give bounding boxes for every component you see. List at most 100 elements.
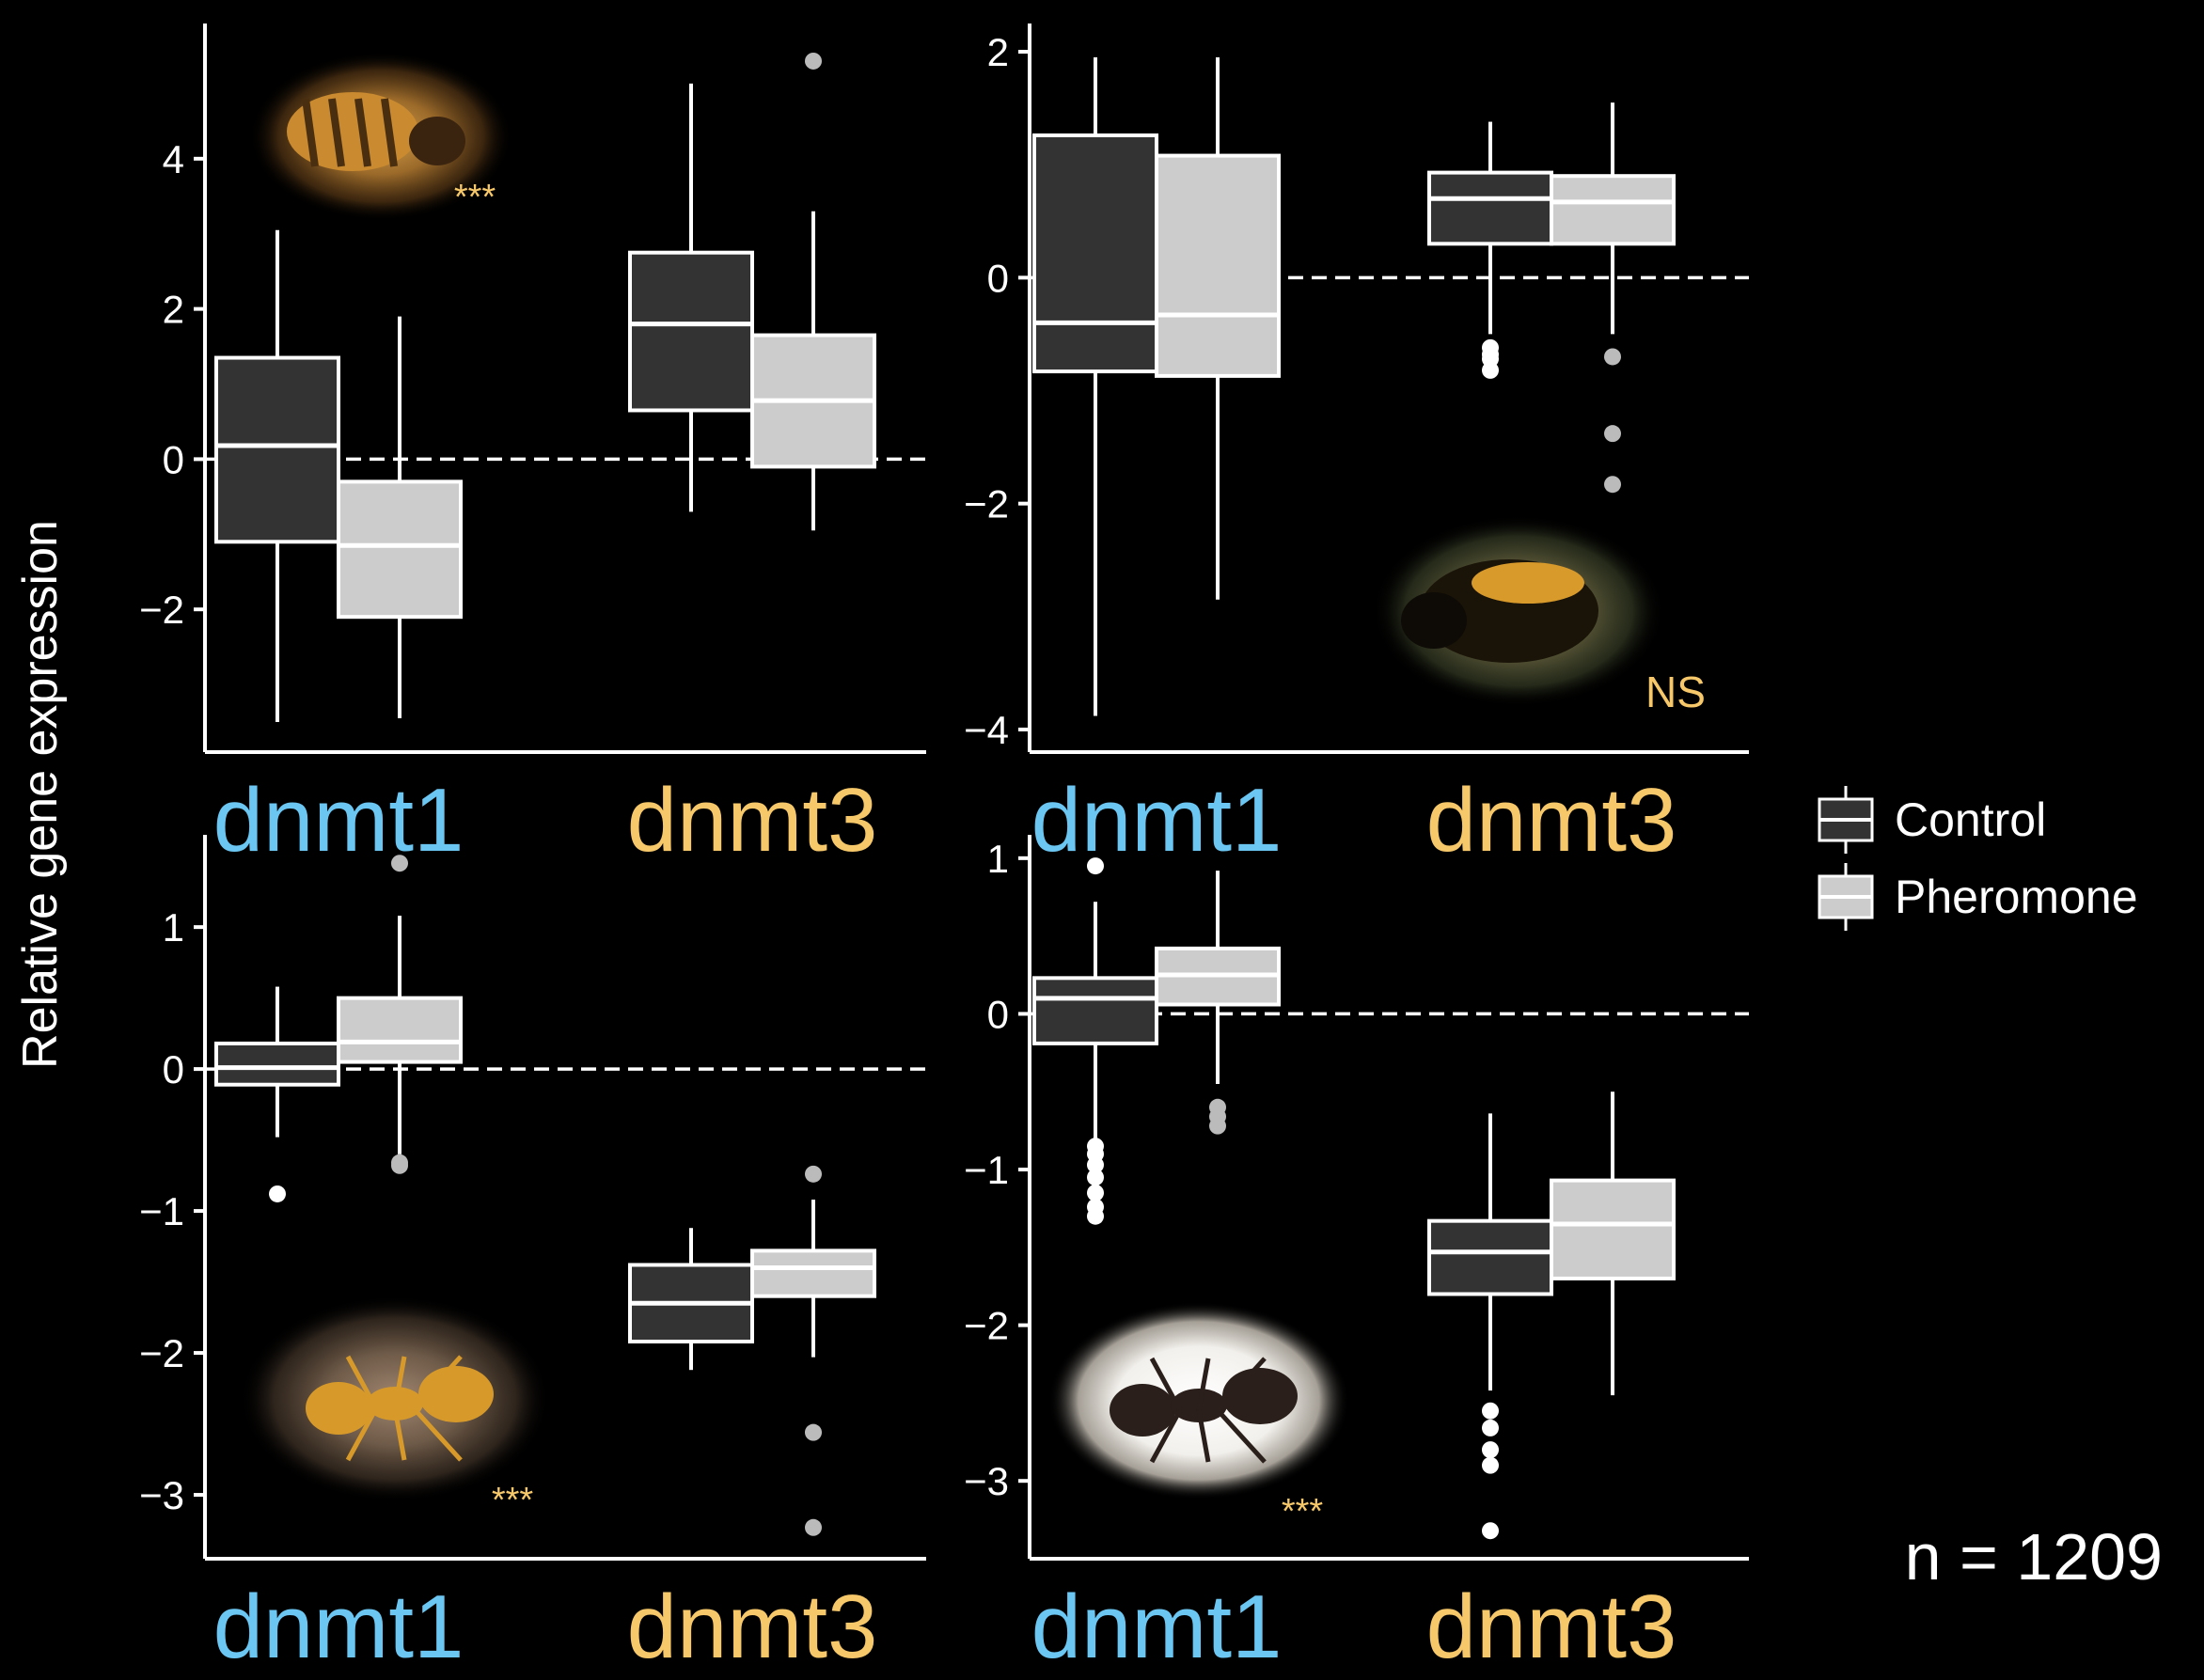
outlier-point bbox=[1482, 361, 1499, 379]
x-category-label-dnmt3: dnmt3 bbox=[1426, 1577, 1677, 1675]
box-dnmt3-pheromone bbox=[1550, 1091, 1676, 1396]
box-iqr bbox=[214, 355, 340, 544]
outlier-point bbox=[805, 1423, 822, 1441]
box-iqr bbox=[337, 996, 463, 1064]
y-tick-label: 0 bbox=[163, 1047, 184, 1091]
legend-key-pheromone: Pheromone bbox=[1818, 863, 2138, 931]
fire-ant-photo: *** bbox=[240, 1295, 550, 1520]
y-tick-label: 2 bbox=[163, 288, 184, 332]
box-iqr bbox=[1032, 133, 1158, 374]
x-category-label-dnmt1: dnmt1 bbox=[1031, 1577, 1283, 1675]
legend-key-control: Control bbox=[1818, 786, 2046, 854]
box-iqr bbox=[1155, 153, 1281, 378]
bee-stripe bbox=[302, 98, 319, 167]
box-dnmt1-pheromone bbox=[337, 316, 463, 719]
ant-leg bbox=[1196, 1409, 1211, 1463]
honeybee-photo: *** bbox=[249, 52, 512, 221]
panel-bumblebee: −4 −2 0 2 dnmt1 dnmt3 bbox=[964, 24, 1749, 871]
ant-leg bbox=[392, 1356, 407, 1409]
ant-head bbox=[306, 1382, 371, 1435]
outlier-point bbox=[1482, 1456, 1499, 1474]
ant-leg bbox=[1149, 1357, 1183, 1412]
box-dnmt3-control bbox=[628, 83, 754, 512]
black-ant-photo: *** bbox=[1048, 1302, 1349, 1531]
outlier-point bbox=[269, 1185, 286, 1202]
y-tick-label: 2 bbox=[987, 30, 1009, 74]
outlier-point bbox=[805, 1518, 822, 1536]
panel-black-ant: −3 −2 −1 0 1 dnmt1 dnmt3 bbox=[964, 835, 1749, 1677]
x-category-label-dnmt1: dnmt1 bbox=[1031, 770, 1283, 871]
y-tick-label: −1 bbox=[964, 1148, 1009, 1192]
ant-leg bbox=[345, 1406, 379, 1462]
box-dnmt1-pheromone bbox=[1155, 57, 1281, 600]
bumblebee-band bbox=[1472, 562, 1584, 604]
panel-fire-ant: −3 −2 −1 0 1 dnmt1 dnmt3 bbox=[139, 835, 926, 1677]
significance-label: *** bbox=[492, 1481, 534, 1520]
box-dnmt1-control bbox=[214, 229, 340, 723]
y-tick-label: −2 bbox=[964, 1304, 1009, 1348]
ant-leg bbox=[1216, 1357, 1267, 1412]
y-tick-label: −3 bbox=[964, 1459, 1009, 1503]
x-category-label-dnmt3: dnmt3 bbox=[1426, 770, 1677, 871]
outlier-point bbox=[1482, 1419, 1499, 1437]
ant-leg bbox=[1196, 1358, 1211, 1411]
y-tick-label: −4 bbox=[964, 708, 1009, 752]
significance-label: *** bbox=[1282, 1492, 1324, 1531]
outlier-point bbox=[1087, 857, 1104, 875]
ant-leg bbox=[412, 1355, 463, 1410]
box-dnmt3-pheromone bbox=[750, 52, 876, 531]
outlier-point bbox=[1604, 348, 1621, 366]
bee-stripe bbox=[328, 98, 345, 167]
y-tick-label: 1 bbox=[163, 905, 184, 950]
x-category-label-dnmt1: dnmt1 bbox=[213, 770, 464, 871]
box-iqr bbox=[1550, 1178, 1676, 1280]
ant-leg bbox=[1149, 1408, 1183, 1464]
box-iqr bbox=[1427, 1218, 1553, 1296]
outlier-point bbox=[1087, 1156, 1104, 1174]
y-tick-label: −3 bbox=[139, 1473, 184, 1517]
y-tick-label: 0 bbox=[987, 256, 1009, 300]
y-tick-label: 0 bbox=[163, 437, 184, 481]
outlier-point bbox=[1604, 425, 1621, 443]
y-tick-label: 0 bbox=[987, 992, 1009, 1036]
legend-label-control: Control bbox=[1895, 793, 2046, 846]
y-tick-label: 4 bbox=[163, 137, 184, 181]
ant-leg bbox=[345, 1355, 379, 1410]
ant-head bbox=[1110, 1384, 1175, 1437]
box-iqr bbox=[337, 479, 463, 620]
box-iqr bbox=[1550, 174, 1676, 246]
outlier-point bbox=[391, 855, 408, 872]
box-dnmt3-control bbox=[628, 1228, 754, 1371]
significance-label: NS bbox=[1645, 667, 1706, 716]
x-category-label-dnmt3: dnmt3 bbox=[627, 1577, 878, 1675]
legend-label-pheromone: Pheromone bbox=[1895, 871, 2138, 923]
ant-leg bbox=[412, 1406, 463, 1462]
x-category-label-dnmt1: dnmt1 bbox=[213, 1577, 464, 1675]
box-dnmt1-control bbox=[214, 986, 340, 1202]
y-tick-label: −2 bbox=[139, 588, 184, 632]
box-dnmt3-pheromone bbox=[1550, 102, 1676, 494]
outlier-point bbox=[1482, 1522, 1499, 1540]
box-iqr bbox=[1032, 976, 1158, 1045]
panel-honeybee: −2 0 2 4 dnmt1 dnmt3 bbox=[139, 24, 926, 871]
y-tick-label: −2 bbox=[964, 482, 1009, 526]
ant-leg bbox=[392, 1407, 407, 1461]
box-iqr bbox=[750, 1248, 876, 1298]
outlier-point bbox=[1087, 1169, 1104, 1186]
box-iqr bbox=[628, 250, 754, 413]
ant-leg bbox=[1216, 1408, 1267, 1464]
box-dnmt3-control bbox=[1427, 1113, 1553, 1540]
outlier-point bbox=[1482, 1441, 1499, 1459]
outlier-point bbox=[1087, 1207, 1104, 1225]
y-tick-label: −2 bbox=[139, 1331, 184, 1375]
y-tick-label: −1 bbox=[139, 1189, 184, 1233]
legend: Control Pheromone bbox=[1818, 786, 2138, 931]
sample-size-note: n = 1209 bbox=[1905, 1520, 2163, 1594]
bumblebee-head bbox=[1401, 592, 1467, 649]
outlier-point bbox=[1482, 1402, 1499, 1420]
box-dnmt1-pheromone bbox=[1155, 871, 1281, 1135]
outlier-point bbox=[1604, 476, 1621, 494]
bee-stripe bbox=[354, 98, 371, 167]
bee-stripe bbox=[381, 98, 398, 167]
